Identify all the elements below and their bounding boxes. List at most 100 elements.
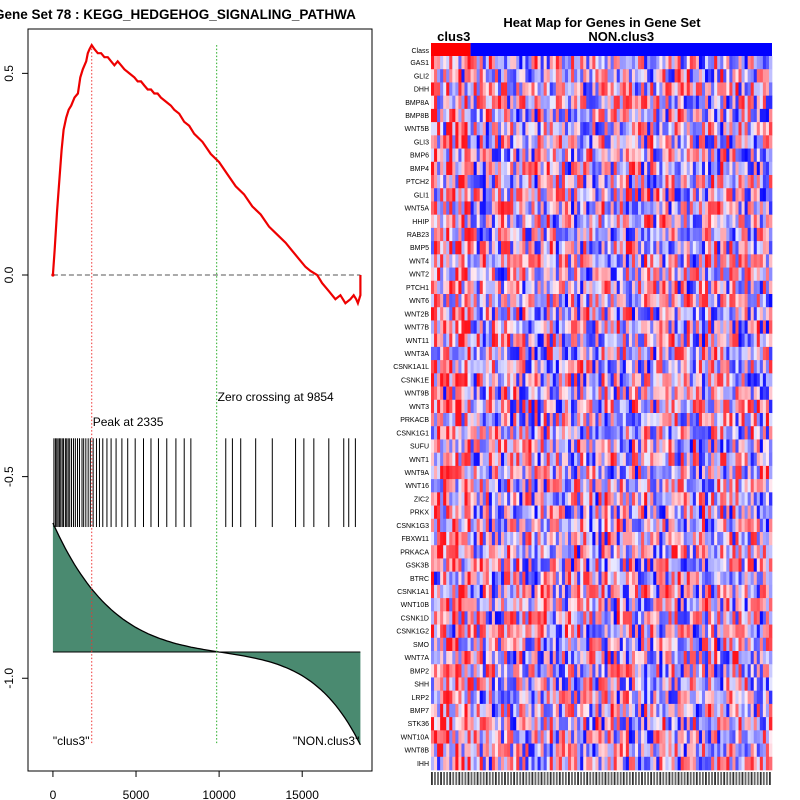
heatmap-cell [461,56,465,70]
heatmap-cell [604,82,608,97]
heatmap-cell [431,122,435,136]
heatmap-cell [723,267,727,282]
heatmap-cell [494,320,499,335]
heatmap-cell [738,532,742,546]
heatmap-cell [711,465,715,480]
heatmap-cell [638,558,642,573]
heatmap-cell [668,346,672,361]
heatmap-cell [656,135,660,149]
heatmap-cell [446,161,450,176]
heatmap-cell [705,386,709,401]
heatmap-cell [555,148,560,163]
heatmap-cell [564,452,569,467]
heatmap-cell [510,479,514,493]
heatmap-cell [446,188,450,202]
heatmap-cell [531,584,535,599]
heatmap-cell [701,532,706,546]
heatmap-cell [613,452,618,467]
heatmap-cell [735,161,739,176]
heatmap-cell [595,254,599,268]
heatmap-cell [510,598,514,612]
heatmap-cell [586,69,590,83]
heatmap-cell [592,518,596,533]
heatmap-cell [561,452,566,467]
heatmap-cell [723,399,727,414]
heatmap-cell [583,201,587,216]
heatmap-cell [504,188,508,202]
heatmap-cell [482,95,487,110]
heatmap-cell [543,452,548,467]
heatmap-cell [446,69,450,83]
heatmap-cell [662,135,666,149]
heatmap-cell [558,598,563,612]
heatmap-cell [701,346,706,361]
heatmap-cell [638,518,642,533]
heatmap-cell [574,188,578,202]
heatmap-cell [440,386,444,401]
heatmap-cell [531,360,535,374]
heatmap-cell [714,254,718,268]
heatmap-cell [708,558,712,573]
heatmap-cell [686,584,691,599]
heatmap-cell [555,584,560,599]
heatmap-cell [653,267,657,282]
heatmap-cell [768,584,773,599]
heatmap-cell [762,360,767,374]
heatmap-cell [653,465,657,480]
heatmap-cell [510,465,514,480]
heatmap-cell [519,95,523,110]
gene-label: WNT16 [405,483,429,490]
heatmap-cell [443,56,447,70]
heatmap-cell [467,624,471,639]
heatmap-cell [744,280,748,295]
heatmap-cell [525,505,529,520]
heatmap-cell [601,545,605,559]
heatmap-cell [592,611,596,625]
heatmap-cell [467,360,471,374]
heatmap-cell [531,426,535,440]
heatmap-cell [443,611,447,625]
heatmap-cell [613,267,618,282]
heatmap-cell [455,439,459,454]
heatmap-cell [531,624,535,639]
heatmap-cell [586,598,590,612]
heatmap-cell [610,452,615,467]
heatmap-cell [561,479,566,493]
heatmap-cell [668,479,672,493]
heatmap-cell [564,584,569,599]
heatmap-cell [744,558,748,573]
heatmap-cell [464,280,468,295]
heatmap-cell [671,360,675,374]
heatmap-cell [443,545,447,559]
heatmap-cell [641,56,645,70]
heatmap-cell [510,201,514,216]
heatmap-cell [510,399,514,414]
heatmap-cell [741,518,745,533]
heatmap-cell [656,82,660,97]
heatmap-cell [528,108,532,123]
heatmap-cell [528,254,532,268]
heatmap-cell [504,465,508,480]
heatmap-cell [598,479,602,493]
heatmap-cell [619,122,624,136]
heatmap-cell [723,611,727,625]
heatmap-cell [537,373,541,387]
heatmap-cell [534,624,538,639]
heatmap-cell [683,148,688,163]
heatmap-cell [711,201,715,216]
heatmap-cell [555,161,560,176]
heatmap-cell [488,82,493,97]
heatmap-cell [677,294,682,308]
heatmap-cell [711,108,715,123]
heatmap-cell [680,161,685,176]
heatmap-cell [735,373,739,387]
heatmap-cell [592,571,596,586]
heatmap-cell [589,188,593,202]
heatmap-cell [488,307,493,321]
heatmap-cell [434,175,438,189]
heatmap-cell [577,320,581,335]
heatmap-cell [461,584,465,599]
heatmap-cell [692,518,697,533]
heatmap-cell [583,214,587,229]
heatmap-cell [476,584,481,599]
